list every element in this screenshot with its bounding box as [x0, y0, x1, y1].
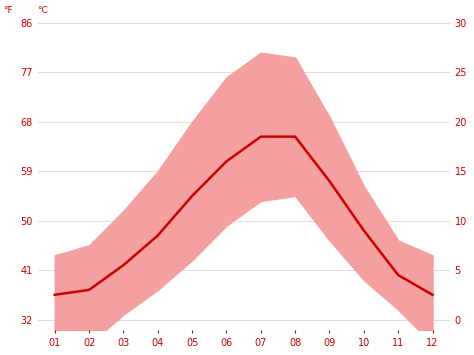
Text: °C: °C: [37, 6, 48, 15]
Text: °F: °F: [3, 6, 13, 15]
